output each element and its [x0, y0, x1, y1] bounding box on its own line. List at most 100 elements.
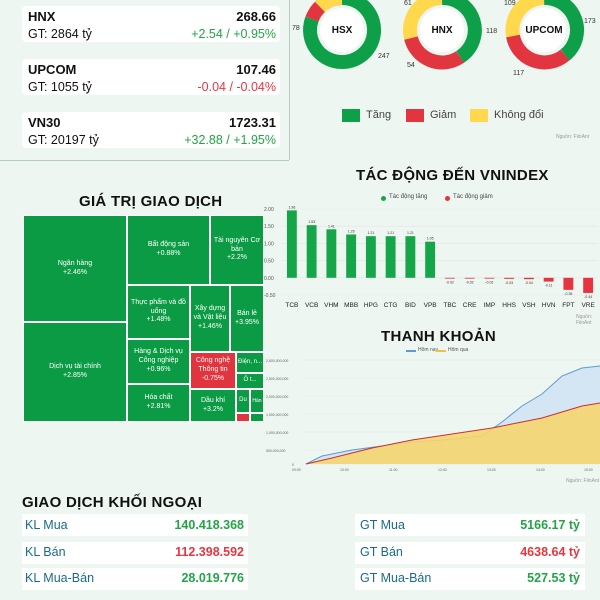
foreign-value: 28.019.776	[181, 571, 244, 585]
liq-legend-prev-line	[436, 350, 446, 352]
hnx-down-count: 54	[407, 62, 415, 69]
foreign-row	[355, 514, 585, 536]
impact-data-label: -0.44	[584, 295, 592, 299]
impact-legend-down: Tác động giảm	[453, 194, 493, 200]
liq-xtick-labels: 09:00 10:00 11:00 12:00 13:00 14:00 15:0…	[292, 468, 593, 472]
impact-data-label: -0.11	[545, 284, 553, 288]
impact-bar-vre	[583, 277, 594, 293]
treemap-cell-cong-nghe[interactable]: Công nghệ Thông tin -0.75%	[190, 352, 236, 389]
cell-name: Dịch vụ tài chính	[49, 363, 101, 371]
treemap-cell-du-lich[interactable]: Du	[236, 389, 250, 413]
foreign-value: 5166.17 tỷ	[520, 518, 580, 532]
impact-bar-hpg	[365, 236, 376, 278]
breadth-source: Nguồn: FiinAnt	[556, 134, 590, 140]
impact-data-label: -0.02	[466, 280, 474, 284]
cell-name: Bất động sản	[147, 241, 190, 249]
impact-chart: 2.00 1.50 1.00 0.50 0.00 -0.50 1.96 TCB 1.53 VCB 1…	[264, 205, 598, 309]
divider-vertical	[289, 0, 290, 160]
treemap-cell-small-red[interactable]	[236, 413, 250, 422]
treemap-cell-thuc-pham[interactable]: Thực phẩm và đồ uống +1.48%	[127, 285, 190, 339]
impact-category-label: CRE	[463, 302, 477, 309]
hnx-up-count: 118	[486, 28, 498, 35]
impact-bar-bid	[405, 236, 416, 278]
treemap-cell-hoa-chat[interactable]: Hóa chất +2.81%	[127, 384, 190, 422]
cell-name: Thực phẩm và đồ uống	[131, 298, 186, 315]
index-name: HNX	[28, 9, 56, 24]
treemap-cell-dau-khi[interactable]: Dầu khí +3.2%	[190, 389, 236, 422]
impact-category-label: HHS	[502, 302, 516, 309]
liq-prev-line	[305, 402, 600, 465]
impact-category-label: FPT	[562, 302, 574, 309]
foreign-row	[22, 568, 248, 590]
impact-category-label: IMP	[484, 302, 496, 309]
impact-bar-cre	[464, 277, 475, 279]
impact-ytick: 0.00	[264, 276, 274, 282]
cell-name: Du	[239, 397, 247, 404]
impact-category-label: VHM	[324, 302, 338, 309]
treemap-cell-dien[interactable]: Điện, n...	[236, 352, 264, 373]
foreign-value: 527.53 tỷ	[527, 571, 580, 585]
treemap-cell-xay-dung[interactable]: Xây dựng và Vật liệu +1.46%	[190, 285, 230, 352]
cell-value: +2.81%	[146, 403, 171, 410]
index-name: UPCOM	[28, 62, 77, 77]
liquidity-title: THANH KHOẢN	[381, 328, 496, 345]
impact-legend-up-dot	[381, 196, 386, 201]
treemap-cell-tai-nguyen[interactable]: Tài nguyên Cơ bản +2.2%	[210, 215, 264, 285]
index-card-vn30[interactable]: VN30 1723.31 GT: 20197 tỷ +32.88 / +1.95…	[22, 112, 280, 148]
index-card-upcom[interactable]: UPCOM 107.46 GT: 1055 tỷ -0.04 / -0.04%	[22, 59, 280, 95]
index-change: -0.04 / -0.04%	[197, 80, 276, 94]
treemap-cell-ban-le[interactable]: Bán lẻ +3.95%	[230, 285, 264, 352]
impact-category-label: VPB	[424, 302, 437, 309]
treemap-cell-dich-vu-tai-chinh[interactable]: Dịch vụ tài chính +2.85%	[23, 322, 127, 422]
treemap-cell-o-to[interactable]: Ô t...	[236, 373, 264, 389]
index-value-traded: GT: 1055 tỷ	[28, 80, 92, 94]
liq-xtick: 11:00	[389, 468, 398, 472]
impact-legend-up: Tác động tăng	[389, 194, 428, 200]
cell-value: +2.2%	[226, 254, 248, 262]
impact-ytick: 1.50	[264, 224, 274, 230]
cell-value: -0.75%	[201, 374, 225, 382]
impact-bar-vpb	[425, 241, 436, 278]
index-price: 268.66	[236, 9, 276, 24]
cell-name: Ô t...	[243, 377, 257, 384]
impact-ytick: -0.50	[264, 293, 276, 299]
treemap-cell-bat-dong-san[interactable]: Bất động sản +0.88%	[127, 215, 210, 285]
index-change: +2.54 / +0.95%	[191, 27, 276, 41]
impact-category-label: CTG	[384, 302, 398, 309]
impact-category-label: VRE	[581, 302, 595, 309]
liq-xtick: 12:00	[438, 468, 447, 472]
impact-data-label: 1.21	[367, 231, 374, 235]
liq-prev-area	[306, 403, 600, 464]
foreign-label: GT Mua-Bán	[360, 571, 432, 585]
foreign-row	[22, 542, 248, 564]
treemap-cell-small-green[interactable]	[250, 413, 264, 422]
donut-upcom	[505, 0, 585, 70]
treemap-cell-hang-ca-nhan[interactable]: Hàn	[250, 389, 264, 413]
liquidity-chart: 2,800,000,000 2,500,000,000 2,000,000,00…	[266, 359, 600, 472]
liq-legend-today-line	[406, 350, 416, 352]
impact-bar-imp	[484, 277, 495, 279]
cell-value: +1.46%	[198, 322, 222, 330]
cell-value: +3.2%	[202, 405, 224, 413]
liq-xtick: 10:00	[340, 468, 349, 472]
liq-ytick-labels: 2,800,000,000 2,500,000,000 2,000,000,00…	[266, 359, 294, 467]
treemap-cell-hang-dich-vu[interactable]: Hàng & Dịch vụ Công nghiệp +0.96%	[127, 339, 190, 384]
liq-ytick: 2,000,000,000	[266, 395, 288, 399]
treemap-cell-ngan-hang[interactable]: Ngân hàng +2.46%	[23, 215, 127, 322]
legend-up-swatch	[342, 109, 360, 122]
liq-legend-today: Hôm nay	[418, 347, 439, 353]
impact-bar-fpt	[563, 277, 574, 290]
cell-value: +0.88%	[156, 250, 181, 257]
impact-data-label: -0.02	[485, 280, 493, 284]
impact-bar-vcb	[306, 225, 317, 278]
foreign-row	[355, 542, 585, 564]
impact-bar-vhm	[326, 229, 337, 278]
index-price: 1723.31	[229, 115, 276, 130]
impact-data-label: 1.21	[387, 231, 394, 235]
donut-hsx	[303, 0, 382, 69]
impact-category-label: BID	[405, 302, 416, 309]
impact-category-label: VSH	[522, 302, 536, 309]
index-card-hnx[interactable]: HNX 268.66 GT: 2864 tỷ +2.54 / +0.95%	[22, 6, 280, 42]
impact-ytick: 2.00	[264, 207, 274, 213]
impact-ytick: 0.50	[264, 259, 274, 265]
